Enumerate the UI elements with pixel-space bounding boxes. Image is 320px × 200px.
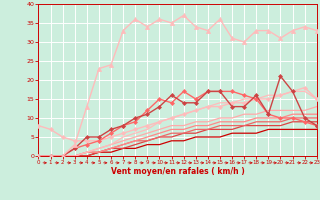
X-axis label: Vent moyen/en rafales ( km/h ): Vent moyen/en rafales ( km/h ) <box>111 167 244 176</box>
